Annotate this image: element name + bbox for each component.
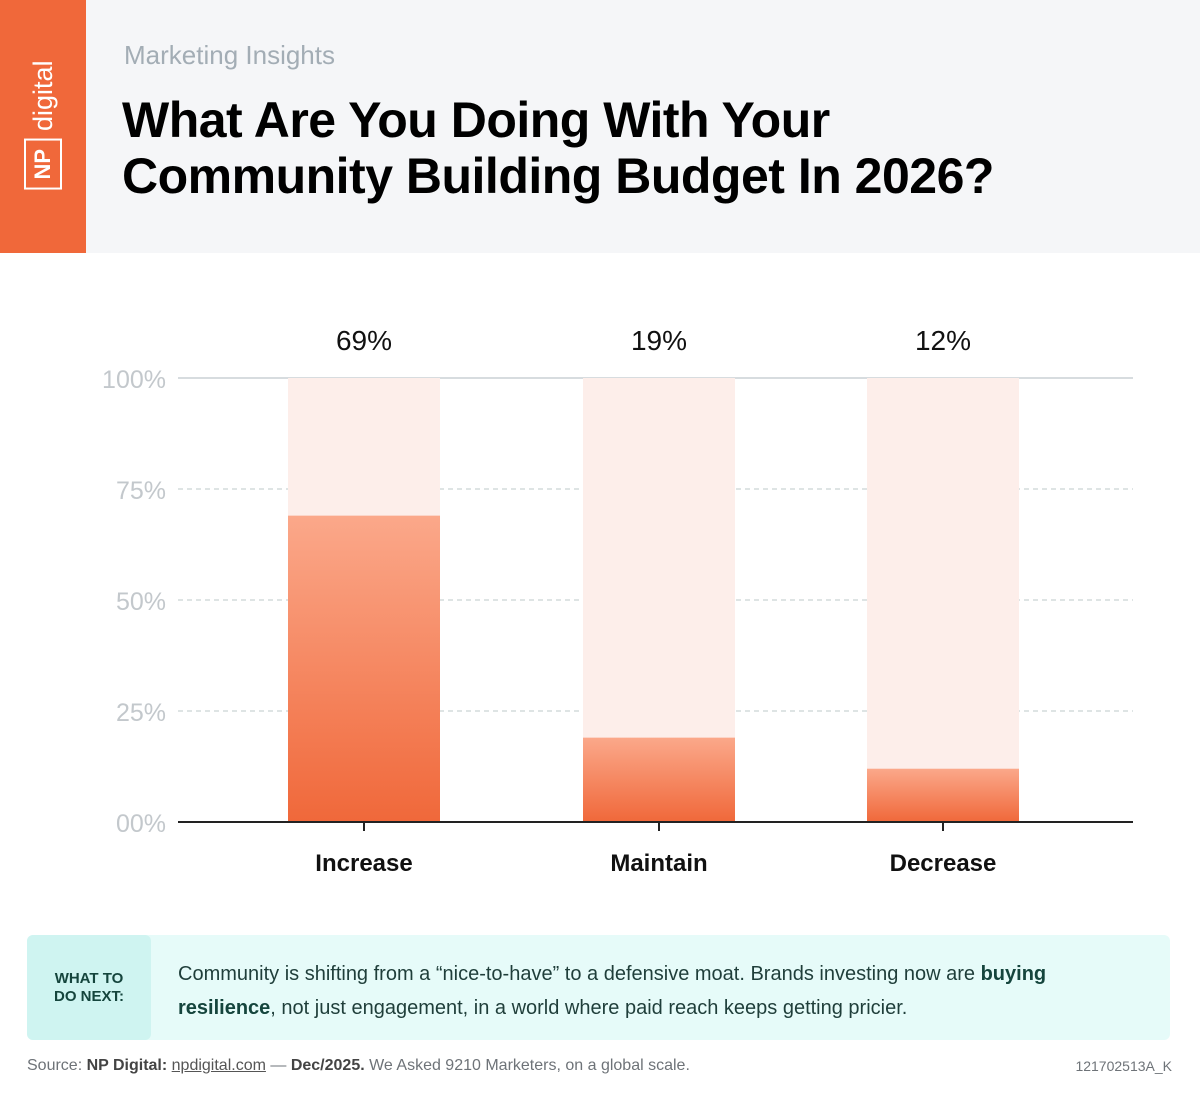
callout-text-2: , not just engagement, in a world where … — [270, 997, 908, 1019]
dash: — — [265, 1057, 291, 1074]
x-tick-label: Increase — [315, 850, 412, 877]
x-tick-label: Decrease — [890, 850, 997, 877]
callout-text: Community is shifting from a “nice-to-ha… — [178, 957, 1138, 1025]
y-tick-label: 75% — [116, 477, 166, 505]
data-label: 12% — [915, 325, 971, 356]
bar-chart: 00% 25% 50% 75% 100% 69% Increase 19% Maintain 12… — [102, 325, 1133, 877]
callout-text-1: Community is shifting from a “nice-to-ha… — [178, 963, 981, 985]
callout-tag: WHAT TO DO NEXT: — [27, 935, 151, 1040]
source-rest: We Asked 9210 Marketers, on a global sca… — [364, 1057, 690, 1074]
tag-line-1: WHAT TO — [54, 969, 124, 987]
source-date: Dec/2025. — [290, 1057, 365, 1074]
logo-bar: NP digital — [0, 0, 86, 253]
bar-maintain — [583, 737, 735, 822]
data-label: 69% — [336, 325, 392, 356]
y-tick-label: 100% — [102, 366, 166, 394]
y-tick-label: 00% — [116, 810, 166, 838]
np-digital-logo: NP digital — [24, 60, 62, 190]
eyebrow: Marketing Insights — [124, 40, 335, 70]
y-tick-label: 25% — [116, 699, 166, 727]
callout-bold: buying resilience — [178, 963, 1047, 1019]
bar-decrease — [867, 768, 1019, 822]
callout: WHAT TO DO NEXT: Community is shifting fr… — [27, 935, 1170, 1040]
source-label: Source: — [27, 1057, 87, 1074]
tag-line-2: DO NEXT: — [53, 987, 124, 1005]
header: NP digital Marketing Insights What Are Y… — [0, 0, 1200, 253]
source-org: NP Digital: — [86, 1057, 168, 1074]
x-tick-label: Maintain — [610, 850, 707, 877]
source-footer: Source: NP Digital: npdigital.com — Dec/… — [27, 1057, 690, 1075]
logo-np: NP — [24, 138, 62, 190]
title-line-2: Community Building Budget In 2026? — [122, 148, 994, 204]
logo-digital: digital — [27, 60, 58, 131]
bar-increase — [288, 515, 440, 822]
bar-track — [867, 378, 1019, 822]
title-line-1: What Are You Doing With Your — [122, 92, 830, 148]
graphic-code: 121702513A_K — [1075, 1058, 1172, 1074]
data-label: 19% — [631, 325, 687, 356]
page-title: What Are You Doing With Your Community B… — [122, 92, 994, 204]
source-link[interactable]: npdigital.com — [171, 1057, 266, 1074]
y-tick-label: 50% — [116, 588, 166, 616]
